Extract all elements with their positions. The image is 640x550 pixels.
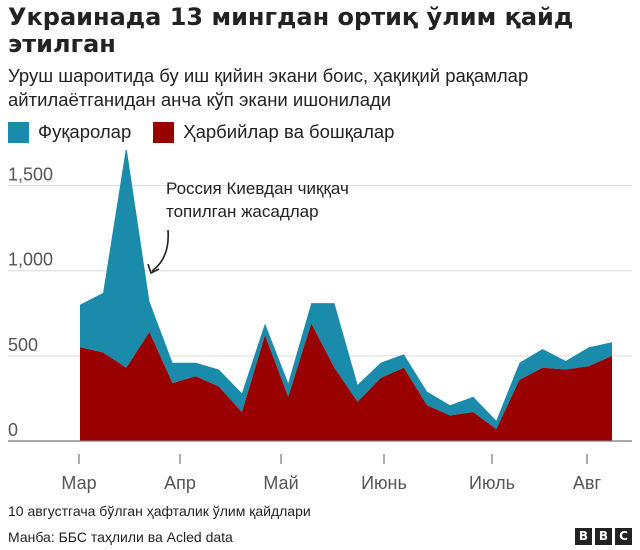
legend-item-military: Ҳарбийлар ва бошқалар bbox=[153, 121, 394, 143]
legend: Фуқаролар Ҳарбийлар ва бошқалар bbox=[8, 120, 416, 144]
x-tick-label: Мар bbox=[61, 473, 96, 493]
axes: 0 500 1,000 1,500 Мар Апр Май Июнь Июль Авг bbox=[8, 165, 632, 493]
bbc-logo-letter: B bbox=[575, 528, 592, 545]
x-tick-label: Июль bbox=[469, 473, 515, 493]
x-tick-label: Июнь bbox=[361, 473, 407, 493]
legend-label-military: Ҳарбийлар ва бошқалар bbox=[183, 121, 395, 142]
bbc-logo-letter: B bbox=[595, 528, 612, 545]
y-tick-label: 1,000 bbox=[8, 250, 53, 270]
chart-source: Манба: ББС таҳлили ва Acled data bbox=[8, 529, 233, 545]
x-tick-label: Авг bbox=[573, 473, 602, 493]
x-tick-label: Май bbox=[263, 473, 298, 493]
legend-swatch-civilians bbox=[8, 121, 29, 143]
annotation-text: топилган жасадлар bbox=[166, 202, 319, 221]
legend-item-civilians: Фуқаролар bbox=[8, 121, 131, 143]
y-tick-label: 500 bbox=[8, 335, 38, 355]
annotation-text: Россия Киевдан чиққач bbox=[166, 179, 349, 198]
chart-note: 10 августгача бўлган ҳафталик ўлим қайдл… bbox=[8, 503, 311, 519]
area-military bbox=[80, 323, 612, 441]
bbc-logo-letter: C bbox=[615, 528, 632, 545]
y-tick-label: 0 bbox=[8, 420, 18, 440]
legend-swatch-military bbox=[153, 121, 175, 143]
x-tick-label: Апр bbox=[164, 473, 196, 493]
bbc-logo: B B C bbox=[572, 528, 632, 545]
area-civilians bbox=[80, 150, 612, 430]
chart-subtitle: Уруш шароитида бу иш қийин экани боис, ҳ… bbox=[8, 65, 529, 110]
y-tick-label: 1,500 bbox=[8, 165, 53, 185]
annotation: Россия Киевдан чиққач топилган жасадлар bbox=[147, 179, 349, 275]
area-chart: 0 500 1,000 1,500 Мар Апр Май Июнь Июль Авг Росси… bbox=[8, 150, 632, 493]
chart-areas bbox=[80, 150, 612, 441]
chart-title: Украинада 13 мингдан ортиқ ўлим қайд эти… bbox=[8, 3, 574, 58]
annotation-arrowhead bbox=[147, 263, 160, 275]
legend-label-civilians: Фуқаролар bbox=[38, 121, 132, 142]
annotation-arrow bbox=[151, 229, 169, 272]
